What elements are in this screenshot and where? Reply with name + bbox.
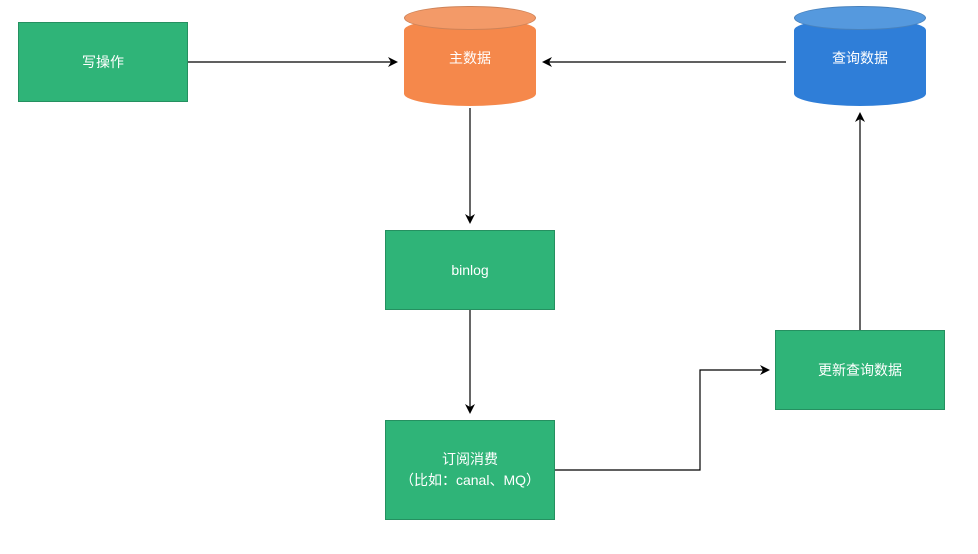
node-binlog: binlog (385, 230, 555, 310)
cylinder-top (404, 6, 536, 31)
node-query-db-label: 查询数据 (832, 48, 888, 68)
node-binlog-label: binlog (451, 260, 488, 281)
node-main-db: 主数据 (404, 18, 536, 106)
node-main-db-label: 主数据 (449, 48, 491, 68)
node-subscribe-label: 订阅消费 （比如：canal、MQ） (392, 449, 548, 491)
node-query-db: 查询数据 (794, 18, 926, 106)
cylinder-top (794, 6, 926, 31)
node-write-op-label: 写操作 (82, 52, 124, 73)
node-update-query: 更新查询数据 (775, 330, 945, 410)
node-update-query-label: 更新查询数据 (818, 360, 902, 381)
node-write-op: 写操作 (18, 22, 188, 102)
node-subscribe: 订阅消费 （比如：canal、MQ） (385, 420, 555, 520)
edge-subscribe-update_query (555, 370, 768, 470)
